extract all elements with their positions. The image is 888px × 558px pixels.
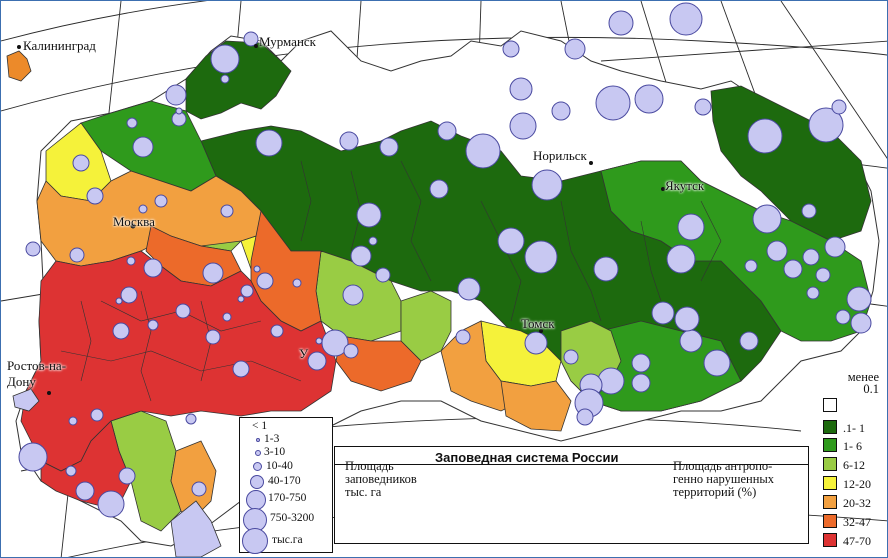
color-legend-swatch bbox=[823, 514, 837, 528]
city-label-rostov-1: Ростов-на- bbox=[7, 358, 67, 373]
color-legend-row: 1- 6 bbox=[823, 437, 883, 455]
size-legend-label: 170-750 bbox=[268, 492, 307, 504]
size-legend-label: 1-3 bbox=[264, 433, 280, 445]
size-legend-circle bbox=[242, 528, 268, 554]
size-legend-label: 40-170 bbox=[268, 475, 301, 487]
city-label-tomsk: Томск bbox=[521, 316, 555, 331]
city-label-yakutsk: Якутск bbox=[665, 178, 705, 193]
caption-line: заповедников bbox=[345, 472, 417, 486]
size-legend-label: 750-3200 bbox=[270, 512, 315, 524]
color-legend-row: 6-12 bbox=[823, 456, 883, 474]
city-label-norilsk: Норильск bbox=[533, 148, 587, 163]
caption-line: Площадь антропо- bbox=[673, 459, 773, 473]
disturbed-area-caption: Площадь антропо- генно нарушенных террит… bbox=[673, 460, 809, 499]
color-legend-swatch bbox=[823, 476, 837, 490]
city-dots bbox=[17, 44, 665, 395]
size-legend-circle bbox=[250, 475, 264, 489]
caption-line: Площадь bbox=[345, 459, 394, 473]
map-title-box: Заповедная система России Площадь запове… bbox=[334, 446, 809, 544]
size-legend-row: 10-40 bbox=[240, 460, 332, 473]
legend-head-line: 0.1 bbox=[863, 382, 879, 396]
region-far-east bbox=[710, 85, 872, 242]
size-legend-row: 40-170 bbox=[240, 475, 332, 489]
city-label-rostov-2: Дону bbox=[7, 374, 36, 389]
color-legend-label: 12-20 bbox=[843, 477, 871, 491]
size-legend-row: < 1 bbox=[240, 420, 332, 433]
color-legend-swatch bbox=[823, 438, 837, 452]
city-label-murmansk: Мурманск bbox=[259, 34, 316, 49]
reserve-area-caption: Площадь заповедников тыс. га bbox=[345, 460, 465, 499]
color-legend-label: 1- 6 bbox=[843, 439, 862, 453]
size-legend-row: 750-3200 bbox=[240, 508, 332, 532]
city-label-moscow: Москва bbox=[113, 214, 155, 229]
color-legend-swatch bbox=[823, 495, 837, 509]
color-legend-swatch bbox=[823, 457, 837, 471]
size-legend-circle bbox=[253, 462, 262, 471]
reserve-circles bbox=[18, 2, 872, 518]
color-legend-label: 32-47 bbox=[843, 515, 871, 529]
color-legend-row: 12-20 bbox=[823, 475, 883, 493]
caspian-sea bbox=[170, 500, 222, 557]
legend-head-line: менее bbox=[847, 370, 879, 384]
map-title: Заповедная система России bbox=[435, 450, 619, 465]
size-legend-row: 170-750 bbox=[240, 490, 332, 510]
size-legend-label: < 1 bbox=[252, 420, 268, 432]
title-divider bbox=[335, 464, 808, 465]
size-legend-circle bbox=[246, 490, 266, 510]
size-legend-row: 1-3 bbox=[240, 433, 332, 446]
size-legend-label: 3-10 bbox=[264, 446, 286, 458]
region-kaliningrad bbox=[6, 50, 32, 82]
color-legend-row: 20-32 bbox=[823, 494, 883, 512]
color-legend-label: .1- 1 bbox=[843, 421, 865, 435]
color-legend-swatch bbox=[823, 420, 837, 434]
color-legend-row: 47-70 bbox=[823, 532, 883, 550]
size-legend-row: тыс.га bbox=[240, 528, 332, 554]
caption-line: тыс. га bbox=[345, 485, 382, 499]
color-legend-row-none bbox=[823, 397, 883, 415]
city-label-kaliningrad: Калининград bbox=[23, 38, 96, 53]
caption-line: территорий (%) bbox=[673, 485, 757, 499]
color-legend-swatch bbox=[823, 533, 837, 547]
color-legend-row: 32-47 bbox=[823, 513, 883, 531]
sea-of-azov bbox=[12, 388, 40, 412]
reserve-size-legend: < 1 1-3 3-10 10-40 40-170 170-750 750-32… bbox=[239, 417, 333, 554]
city-label-u: У bbox=[299, 346, 309, 361]
color-legend-row: .1- 1 bbox=[823, 419, 883, 437]
color-legend-swatch bbox=[823, 398, 837, 412]
size-legend-circle bbox=[256, 438, 260, 442]
color-legend-label: 20-32 bbox=[843, 496, 871, 510]
caption-line: генно нарушенных bbox=[673, 472, 775, 486]
size-legend-circle bbox=[255, 450, 261, 456]
size-legend-label: 10-40 bbox=[266, 460, 293, 472]
color-legend-heading: менее 0.1 bbox=[819, 370, 879, 396]
size-legend-row: 3-10 bbox=[240, 446, 332, 459]
region-orange-3 bbox=[500, 380, 572, 432]
size-legend-label: тыс.га bbox=[272, 534, 303, 546]
color-legend-label: 6-12 bbox=[843, 458, 865, 472]
region-borders bbox=[60, 160, 722, 402]
color-legend-label: 47-70 bbox=[843, 534, 871, 548]
